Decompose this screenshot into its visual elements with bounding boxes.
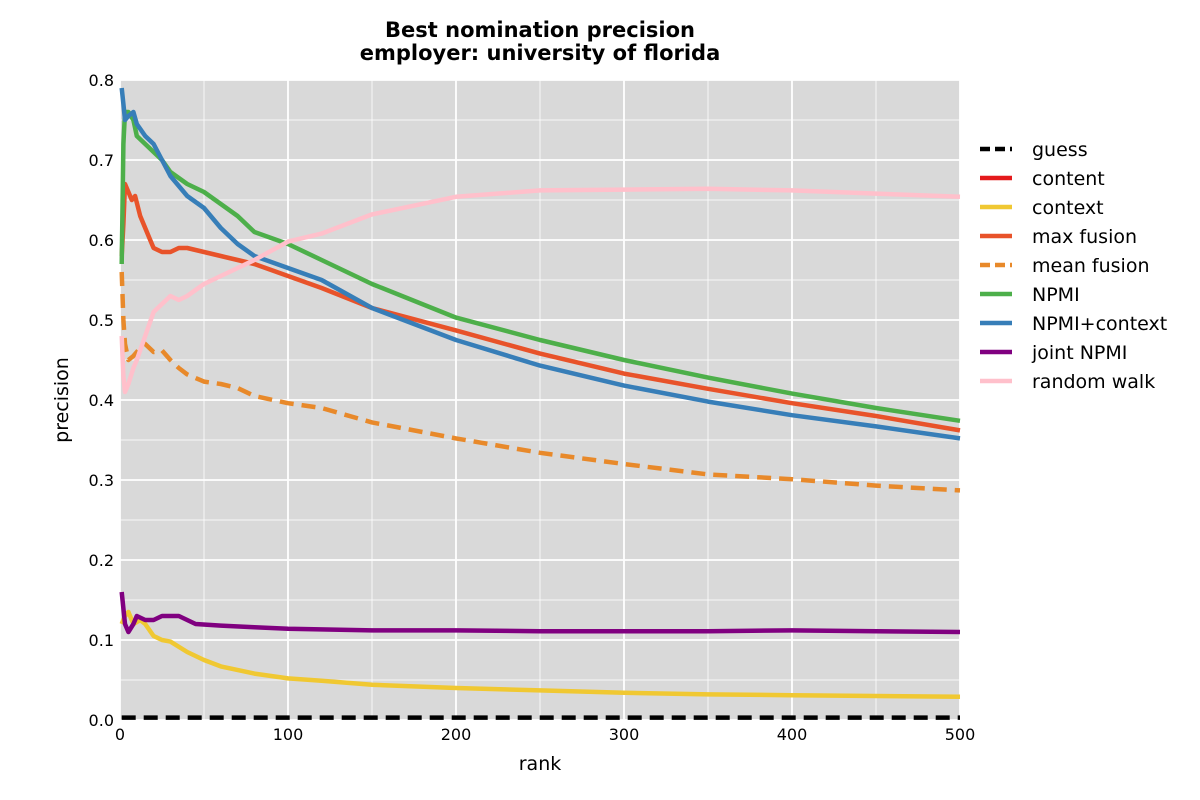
x-tick-label: 400 xyxy=(777,725,808,744)
x-tick-label: 200 xyxy=(441,725,472,744)
axes: 0 100 200 300 400 500 0.0 0.1 0.2 0.3 0.4 0.5 0.6 0.7… xyxy=(89,71,976,744)
legend-label: context xyxy=(1032,197,1104,219)
legend-label: guess xyxy=(1032,139,1088,161)
y-tick-label: 0.5 xyxy=(89,311,114,330)
y-tick-label: 0.7 xyxy=(89,151,114,170)
legend-label: joint NPMI xyxy=(1031,342,1127,364)
series-line-joint-npmi xyxy=(119,591,961,635)
y-tick-label: 0.0 xyxy=(89,711,114,730)
y-tick-label: 0.4 xyxy=(89,391,114,410)
legend-label: NPMI xyxy=(1032,284,1080,306)
legend-label: random walk xyxy=(1032,371,1155,393)
grid xyxy=(119,79,961,721)
series-line-context xyxy=(119,609,961,700)
series-line-mean-fusion xyxy=(119,271,961,493)
x-tick-label: 0 xyxy=(115,725,125,744)
series-line-random-walk xyxy=(119,186,961,395)
x-tick-label: 300 xyxy=(609,725,640,744)
chart-subtitle: employer: university of florida xyxy=(360,41,721,65)
y-tick-label: 0.1 xyxy=(89,631,114,650)
y-tick-label: 0.3 xyxy=(89,471,114,490)
y-axis-label: precision xyxy=(51,357,73,443)
legend-label: max fusion xyxy=(1032,226,1137,248)
x-tick-label: 500 xyxy=(945,725,976,744)
legend-label: NPMI+context xyxy=(1032,313,1167,335)
x-axis-label: rank xyxy=(519,753,562,775)
series-line-npmi-context xyxy=(119,87,961,441)
y-tick-label: 0.2 xyxy=(89,551,114,570)
series-line-max-fusion xyxy=(119,181,961,433)
y-tick-label: 0.6 xyxy=(89,231,114,250)
series-lines xyxy=(119,87,961,720)
chart-title: Best nomination precision xyxy=(385,18,695,42)
legend-label: content xyxy=(1032,168,1105,190)
legend: guess content context max fusion mean fusion… xyxy=(980,139,1167,393)
x-tick-label: 100 xyxy=(273,725,304,744)
y-tick-label: 0.8 xyxy=(89,71,114,90)
legend-label: mean fusion xyxy=(1032,255,1150,277)
